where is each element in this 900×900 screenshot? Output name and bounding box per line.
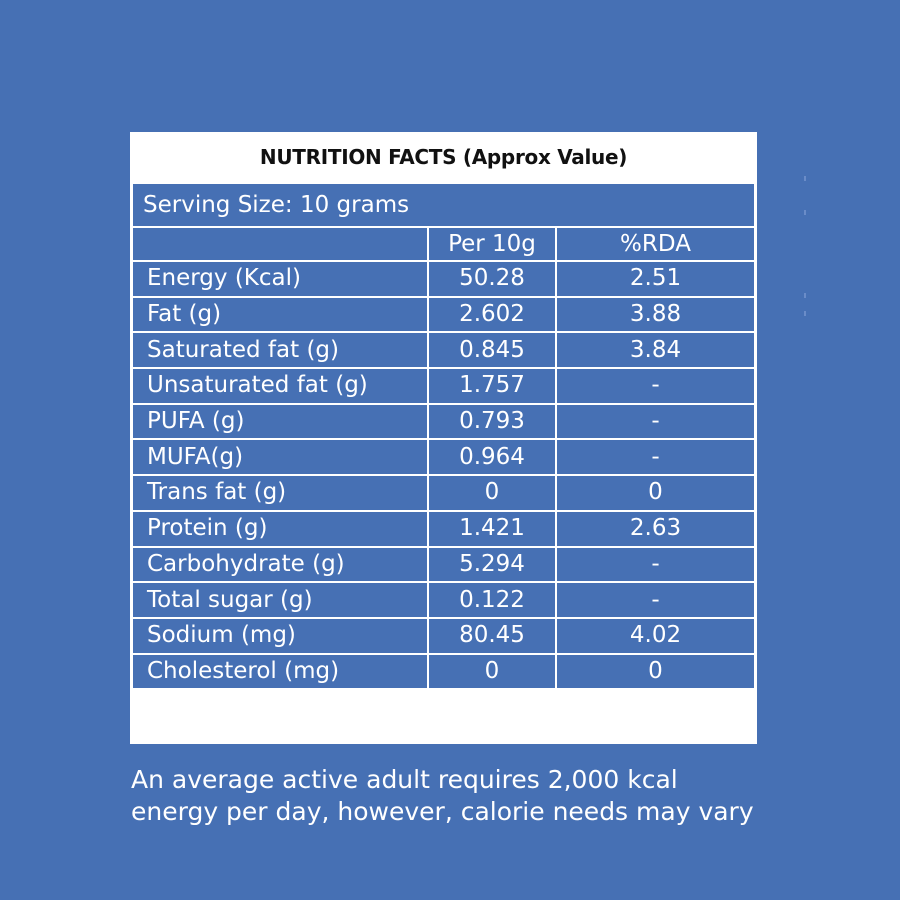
nutrient-label: Cholesterol (mg)	[133, 652, 429, 691]
table-row: Energy (Kcal) 50.28 2.51	[133, 260, 754, 298]
rda-value: 3.84	[555, 331, 754, 370]
edge-mark	[804, 210, 806, 215]
rda-value: 0	[555, 652, 754, 691]
per-serving-value: 0	[427, 474, 557, 512]
per-serving-value: 2.602	[427, 295, 557, 334]
rda-value: 4.02	[555, 616, 754, 655]
panel-bottom-band	[130, 730, 757, 744]
rda-value: 3.88	[555, 295, 754, 334]
rda-value: -	[555, 438, 754, 477]
edge-mark	[804, 311, 806, 316]
per-serving-value: 1.757	[427, 367, 557, 405]
nutrition-facts-panel: NUTRITION FACTS (Approx Value) Serving S…	[130, 132, 757, 744]
table-row: Unsaturated fat (g) 1.757-	[133, 367, 754, 405]
table-row: Sodium (mg) 80.45 4.02	[133, 616, 754, 655]
per-serving-value: 0.793	[427, 402, 557, 441]
nutrient-label: Energy (Kcal)	[133, 260, 429, 298]
nutrient-label: Trans fat (g)	[133, 474, 429, 512]
footnote-line-2: energy per day, however, calorie needs m…	[131, 797, 754, 826]
header-per-serving: Per 10g	[427, 228, 557, 262]
per-serving-value: 5.294	[427, 545, 557, 584]
table-row: Fat (g) 2.602 3.88	[133, 295, 754, 334]
rda-value: 2.63	[555, 509, 754, 548]
header-rda: %RDA	[555, 228, 754, 262]
nutrient-label: Saturated fat (g)	[133, 331, 429, 370]
table-row: MUFA(g) 0.964-	[133, 438, 754, 477]
table-row: Total sugar (g) 0.122-	[133, 581, 754, 619]
nutrient-label: Protein (g)	[133, 509, 429, 548]
rda-value: -	[555, 402, 754, 441]
per-serving-value: 0.964	[427, 438, 557, 477]
table-header-row: Per 10g %RDA	[133, 228, 754, 262]
rda-value: -	[555, 367, 754, 405]
per-serving-value: 0	[427, 652, 557, 691]
nutrient-label: Carbohydrate (g)	[133, 545, 429, 584]
rda-value: -	[555, 545, 754, 584]
nutrient-label: Total sugar (g)	[133, 581, 429, 619]
edge-mark	[804, 293, 806, 298]
edge-mark	[804, 176, 806, 181]
header-label-cell	[133, 228, 429, 262]
per-serving-value: 0.845	[427, 331, 557, 370]
per-serving-value: 0.122	[427, 581, 557, 619]
rda-value: 0	[555, 474, 754, 512]
nutrient-label: Sodium (mg)	[133, 616, 429, 655]
per-serving-value: 80.45	[427, 616, 557, 655]
serving-size: Serving Size: 10 grams	[133, 184, 754, 226]
nutrient-label: Fat (g)	[133, 295, 429, 334]
nutrition-table: Per 10g %RDA Energy (Kcal) 50.28 2.51 Fat (…	[133, 228, 754, 691]
table-row: Trans fat (g) 0 0	[133, 474, 754, 512]
nutrient-label: MUFA(g)	[133, 438, 429, 477]
nutrition-facts-title: NUTRITION FACTS (Approx Value)	[259, 145, 628, 169]
footnote-line-1: An average active adult requires 2,000 k…	[131, 765, 678, 794]
table-row: PUFA (g) 0.793-	[133, 402, 754, 441]
table-row: Carbohydrate (g) 5.294-	[133, 545, 754, 584]
per-serving-value: 50.28	[427, 260, 557, 298]
nutrient-label: Unsaturated fat (g)	[133, 367, 429, 405]
nutrient-label: PUFA (g)	[133, 402, 429, 441]
per-serving-value: 1.421	[427, 509, 557, 548]
rda-value: -	[555, 581, 754, 619]
table-row: Cholesterol (mg) 0 0	[133, 652, 754, 691]
footnote: An average active adult requires 2,000 k…	[131, 764, 851, 828]
table-row: Saturated fat (g) 0.845 3.84	[133, 331, 754, 370]
rda-value: 2.51	[555, 260, 754, 298]
table-row: Protein (g) 1.421 2.63	[133, 509, 754, 548]
